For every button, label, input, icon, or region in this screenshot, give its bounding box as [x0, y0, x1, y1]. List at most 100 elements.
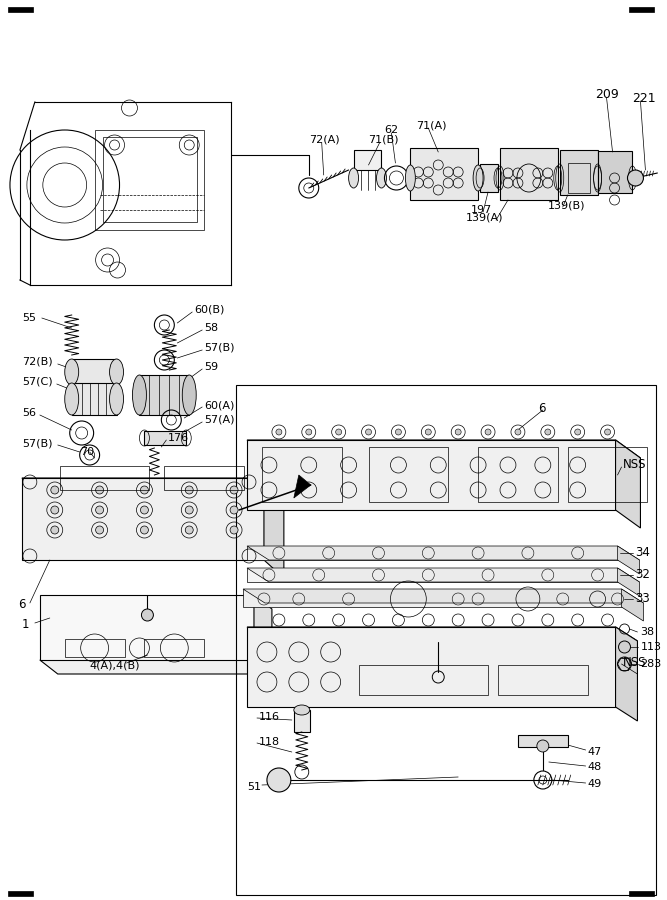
Text: 48: 48 [588, 762, 602, 772]
Bar [164, 466, 244, 490]
Bar [478, 447, 558, 502]
Circle shape [618, 641, 630, 653]
Polygon shape [243, 589, 644, 603]
Circle shape [185, 526, 193, 534]
Circle shape [575, 429, 581, 435]
Text: 209: 209 [596, 88, 620, 102]
Ellipse shape [294, 705, 309, 715]
Text: 59: 59 [204, 362, 218, 372]
Text: 60(A): 60(A) [204, 400, 235, 410]
Circle shape [604, 429, 610, 435]
Ellipse shape [133, 375, 147, 415]
Text: 57(B): 57(B) [22, 438, 53, 448]
Text: 32: 32 [636, 569, 650, 581]
Ellipse shape [376, 168, 386, 188]
Ellipse shape [406, 165, 416, 191]
Text: 33: 33 [636, 592, 650, 606]
Bar [630, 7, 654, 12]
Bar [369, 447, 448, 502]
Circle shape [230, 486, 238, 494]
Text: 71(A): 71(A) [416, 120, 447, 130]
Polygon shape [264, 478, 284, 578]
Polygon shape [618, 568, 640, 596]
Bar [72, 383, 117, 415]
Polygon shape [243, 589, 622, 607]
Circle shape [51, 526, 59, 534]
Text: 221: 221 [632, 92, 656, 104]
Text: 71(B): 71(B) [369, 135, 399, 145]
Polygon shape [598, 151, 632, 193]
Bar [294, 710, 309, 732]
Text: 72(B): 72(B) [22, 357, 53, 367]
Circle shape [51, 486, 59, 494]
Bar [8, 891, 33, 896]
Polygon shape [247, 440, 640, 458]
Circle shape [95, 486, 103, 494]
Text: 60(B): 60(B) [194, 305, 225, 315]
Text: 139(A): 139(A) [466, 213, 504, 223]
Text: 56: 56 [22, 408, 36, 418]
Text: 1: 1 [22, 618, 29, 632]
Circle shape [515, 429, 521, 435]
Text: 57(B): 57(B) [204, 343, 235, 353]
Text: 197: 197 [471, 205, 492, 215]
Polygon shape [247, 546, 640, 560]
Text: 57(C): 57(C) [22, 377, 53, 387]
Text: 34: 34 [636, 546, 650, 560]
Text: 51: 51 [247, 782, 261, 792]
Bar [8, 7, 33, 12]
Bar [568, 447, 648, 502]
Bar [145, 431, 186, 445]
Bar [630, 891, 654, 896]
Bar [145, 639, 204, 657]
Text: 139(B): 139(B) [548, 200, 586, 210]
Polygon shape [500, 148, 558, 200]
Bar [568, 163, 590, 193]
Circle shape [230, 506, 238, 514]
Text: 176: 176 [167, 433, 189, 443]
Bar [359, 665, 488, 695]
Polygon shape [40, 660, 272, 674]
Circle shape [95, 506, 103, 514]
Polygon shape [22, 478, 264, 560]
Ellipse shape [65, 383, 79, 415]
Circle shape [426, 429, 432, 435]
Circle shape [95, 526, 103, 534]
Polygon shape [410, 148, 478, 200]
Polygon shape [247, 568, 618, 582]
Circle shape [545, 429, 551, 435]
Bar [480, 164, 498, 192]
Text: 38: 38 [640, 627, 654, 637]
Ellipse shape [349, 168, 359, 188]
Bar [103, 137, 197, 222]
Circle shape [141, 486, 149, 494]
Polygon shape [616, 440, 640, 528]
Bar [72, 359, 117, 385]
Text: 118: 118 [259, 737, 280, 747]
Circle shape [305, 429, 311, 435]
Polygon shape [40, 595, 254, 660]
Circle shape [455, 429, 461, 435]
Bar [65, 639, 125, 657]
Text: 55: 55 [22, 313, 36, 323]
Text: 49: 49 [588, 779, 602, 789]
Bar [139, 375, 189, 415]
Ellipse shape [182, 375, 196, 415]
Circle shape [141, 506, 149, 514]
Text: 58: 58 [204, 323, 218, 333]
Polygon shape [254, 595, 272, 674]
Bar [60, 466, 149, 490]
Text: 57(A): 57(A) [204, 415, 235, 425]
Bar [498, 665, 588, 695]
Text: NSS: NSS [622, 655, 646, 669]
Polygon shape [618, 546, 640, 574]
Polygon shape [616, 627, 638, 721]
Polygon shape [622, 589, 644, 621]
Bar [354, 150, 382, 170]
Circle shape [141, 526, 149, 534]
Text: 116: 116 [259, 712, 280, 722]
Polygon shape [560, 150, 598, 195]
Circle shape [230, 526, 238, 534]
Circle shape [396, 429, 402, 435]
Circle shape [185, 486, 193, 494]
